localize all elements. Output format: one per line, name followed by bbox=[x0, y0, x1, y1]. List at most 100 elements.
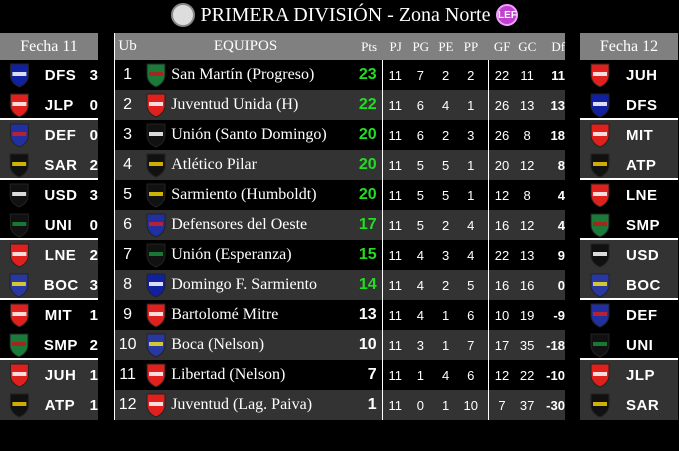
table-header: Ub EQUIPOS Pts PJ PG PE PP GF GC Df bbox=[115, 33, 565, 60]
won: 3 bbox=[416, 337, 425, 353]
match: DEF 0 SAR 2 bbox=[0, 120, 98, 180]
points: 20 bbox=[358, 126, 377, 143]
crest-jlp-icon bbox=[590, 363, 610, 388]
crest-def-icon bbox=[590, 303, 610, 328]
team-code: UNI bbox=[626, 336, 654, 354]
goals-against: 13 bbox=[519, 247, 535, 263]
match-team: SAR bbox=[580, 390, 678, 420]
points: 13 bbox=[358, 306, 377, 323]
played: 11 bbox=[388, 97, 402, 113]
team-code: DFS bbox=[626, 96, 658, 114]
crest-boc-icon bbox=[9, 273, 29, 298]
table-row: 9 Bartolomé Mitre 13 11 4 1 6 10 19 -9 bbox=[115, 300, 565, 330]
team-score: 3 bbox=[89, 276, 98, 294]
lost: 1 bbox=[467, 187, 475, 203]
team-code: DEF bbox=[44, 126, 77, 144]
lost: 7 bbox=[467, 337, 475, 353]
team-score: 0 bbox=[89, 96, 98, 114]
match-team: SMP 2 bbox=[0, 330, 98, 360]
team-code: JLP bbox=[44, 96, 74, 114]
lost: 2 bbox=[467, 67, 475, 83]
col-gf: GF bbox=[493, 38, 511, 54]
won: 7 bbox=[416, 67, 425, 83]
page-title-bar: PRIMERA DIVISIÓN - Zona Norte LEF bbox=[0, 0, 679, 30]
team-name: Atlético Pilar bbox=[171, 156, 257, 173]
team-score: 2 bbox=[89, 156, 98, 174]
team-code: SAR bbox=[626, 396, 660, 414]
points: 23 bbox=[358, 66, 377, 83]
team-name: Libertad (Nelson) bbox=[171, 366, 286, 383]
team-name: Unión (Santo Domingo) bbox=[171, 126, 327, 143]
position: 10 bbox=[118, 336, 137, 353]
goal-difference: 0 bbox=[557, 277, 565, 293]
won: 5 bbox=[416, 217, 425, 233]
goal-difference: 13 bbox=[550, 97, 565, 113]
goals-against: 22 bbox=[519, 367, 535, 383]
played: 11 bbox=[388, 307, 402, 323]
played: 11 bbox=[388, 277, 402, 293]
table-row: 12 Juventud (Lag. Paiva) 1 11 0 1 10 7 3… bbox=[115, 390, 565, 420]
played: 11 bbox=[388, 247, 402, 263]
goal-difference: 11 bbox=[551, 67, 565, 83]
goals-against: 11 bbox=[520, 67, 534, 83]
match-team: USD bbox=[580, 240, 678, 270]
won: 4 bbox=[416, 307, 425, 323]
goals-against: 37 bbox=[519, 397, 535, 413]
crest-mit-icon bbox=[146, 303, 166, 328]
match-team: USD 3 bbox=[0, 180, 98, 210]
points: 10 bbox=[358, 336, 377, 353]
goals-against: 13 bbox=[519, 97, 535, 113]
match: LNE SMP bbox=[580, 180, 678, 240]
crest-uni-icon bbox=[590, 333, 610, 358]
crest-lne-icon bbox=[590, 183, 610, 208]
match-team: JUH bbox=[580, 60, 678, 90]
goal-difference: -9 bbox=[553, 307, 565, 323]
team-code: LNE bbox=[626, 186, 658, 204]
points: 20 bbox=[358, 156, 377, 173]
crest-lib-icon bbox=[146, 363, 166, 388]
team-name: Defensores del Oeste bbox=[171, 216, 308, 233]
team-name: Unión (Esperanza) bbox=[171, 246, 292, 263]
match-team: UNI 0 bbox=[0, 210, 98, 240]
col-ub: Ub bbox=[118, 38, 137, 54]
team-name: Boca (Nelson) bbox=[171, 336, 265, 353]
crest-juh-icon bbox=[9, 363, 29, 388]
goal-difference: 8 bbox=[557, 157, 565, 173]
played: 11 bbox=[388, 157, 402, 173]
match: MIT ATP bbox=[580, 120, 678, 180]
drawn: 5 bbox=[441, 157, 450, 173]
col-df: Df bbox=[551, 38, 566, 54]
played: 11 bbox=[388, 337, 402, 353]
crest-sar-icon bbox=[9, 153, 29, 178]
table-row: 6 Defensores del Oeste 17 11 5 2 4 16 12… bbox=[115, 210, 565, 240]
crest-juh-icon bbox=[590, 63, 610, 88]
team-code: LNE bbox=[44, 246, 77, 264]
position: 9 bbox=[123, 306, 133, 323]
team-score: 0 bbox=[89, 126, 98, 144]
won: 5 bbox=[416, 157, 425, 173]
table-row: 10 Boca (Nelson) 10 11 3 1 7 17 35 -18 bbox=[115, 330, 565, 360]
crest-smp-icon bbox=[590, 213, 610, 238]
goal-difference: 18 bbox=[550, 127, 565, 143]
match: DEF UNI bbox=[580, 300, 678, 360]
col-pj: PJ bbox=[389, 38, 402, 54]
match-team: MIT bbox=[580, 120, 678, 150]
table-row: 7 Unión (Esperanza) 15 11 4 3 4 22 13 9 bbox=[115, 240, 565, 270]
match-team: SMP bbox=[580, 210, 678, 240]
match: JLP SAR bbox=[580, 360, 678, 420]
fecha-11-header: Fecha 11 bbox=[0, 33, 98, 60]
team-name: Juventud Unida (H) bbox=[171, 96, 299, 113]
goal-difference: 4 bbox=[557, 187, 565, 203]
lost: 10 bbox=[463, 397, 479, 413]
won: 5 bbox=[416, 187, 425, 203]
drawn: 1 bbox=[441, 397, 450, 413]
table-row: 8 Domingo F. Sarmiento 14 11 4 2 5 16 16… bbox=[115, 270, 565, 300]
crest-sar-icon bbox=[590, 393, 610, 418]
fixture-fecha-12: Fecha 12 JUH DFS MIT ATP LNE SMP USD BOC DEF UNI J… bbox=[580, 33, 678, 420]
crest-sar-icon bbox=[146, 183, 166, 208]
points: 7 bbox=[367, 366, 377, 383]
drawn: 2 bbox=[441, 277, 450, 293]
drawn: 3 bbox=[441, 247, 450, 263]
played: 11 bbox=[388, 397, 402, 413]
drawn: 2 bbox=[441, 67, 450, 83]
